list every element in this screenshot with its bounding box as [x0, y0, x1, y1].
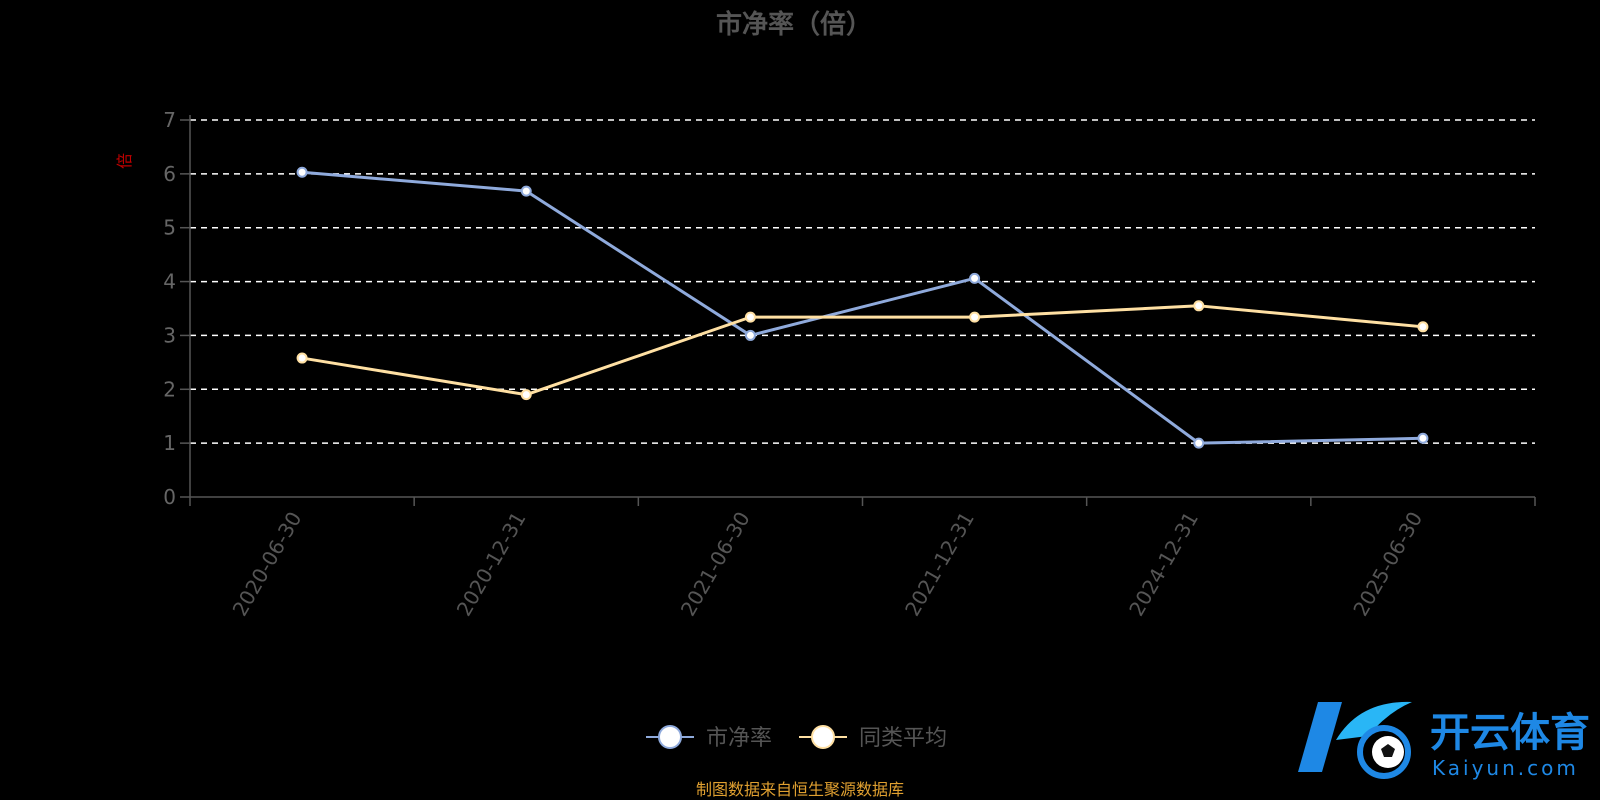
x-tick-label: 2024-12-31 — [1124, 508, 1203, 621]
data-point-average — [1417, 321, 1429, 333]
legend-item-average[interactable]: 同类平均 — [799, 725, 947, 751]
legend-marker-pb — [658, 725, 682, 749]
data-point-pb — [744, 329, 756, 341]
data-point-average — [520, 389, 532, 401]
logo-url: Kaiyun.com — [1432, 756, 1579, 780]
chart-title: 市净率（倍） — [716, 9, 872, 40]
legend[interactable]: 市净率 同类平均 — [646, 725, 947, 751]
series-line-average — [301, 304, 1424, 397]
y-tick-label: 5 — [163, 216, 176, 240]
y-tick-label: 0 — [163, 485, 176, 509]
x-tick-label: 2021-06-30 — [676, 508, 755, 621]
series-pb — [296, 166, 1429, 449]
series-average — [296, 300, 1429, 401]
y-tick-label: 3 — [163, 323, 176, 347]
legend-label-average: 同类平均 — [859, 726, 947, 751]
x-tick-label: 2025-06-30 — [1348, 508, 1427, 621]
data-source-note: 制图数据来自恒生聚源数据库 — [696, 780, 904, 799]
tick-labels: 0 1 2 3 4 5 6 7 2020-06-30 2020-12-31 2021-06-30 20… — [163, 108, 1427, 620]
legend-label-pb: 市净率 — [706, 726, 772, 751]
y-tick-label: 6 — [163, 162, 176, 186]
grid-lines — [190, 119, 1535, 444]
kaiyun-logo: 开云体育 Kaiyun.com — [1298, 701, 1590, 780]
data-point-pb — [296, 166, 308, 178]
legend-marker-average — [811, 725, 835, 749]
logo-emblem-icon — [1298, 701, 1412, 779]
data-point-average — [296, 352, 308, 364]
y-tick-label: 2 — [163, 377, 176, 401]
axes — [180, 115, 1536, 506]
y-axis-unit-label: 倍 — [115, 153, 134, 169]
logo-name: 开云体育 — [1430, 710, 1590, 756]
x-tick-label: 2020-12-31 — [452, 508, 531, 621]
data-point-average — [1193, 300, 1205, 312]
y-tick-label: 1 — [163, 431, 176, 455]
data-point-pb — [520, 185, 532, 197]
x-tick-label: 2021-12-31 — [900, 507, 979, 620]
data-point-pb — [1193, 437, 1205, 449]
data-point-pb — [969, 272, 981, 284]
x-tick-label: 2020-06-30 — [228, 508, 307, 621]
data-point-pb — [1417, 432, 1429, 444]
series-lines — [296, 166, 1429, 449]
series-line-pb — [301, 170, 1423, 445]
y-tick-label: 4 — [163, 270, 176, 294]
y-tick-label: 7 — [163, 108, 176, 132]
data-point-average — [969, 311, 981, 323]
data-point-average — [744, 311, 756, 323]
legend-item-pb[interactable]: 市净率 — [646, 725, 772, 751]
